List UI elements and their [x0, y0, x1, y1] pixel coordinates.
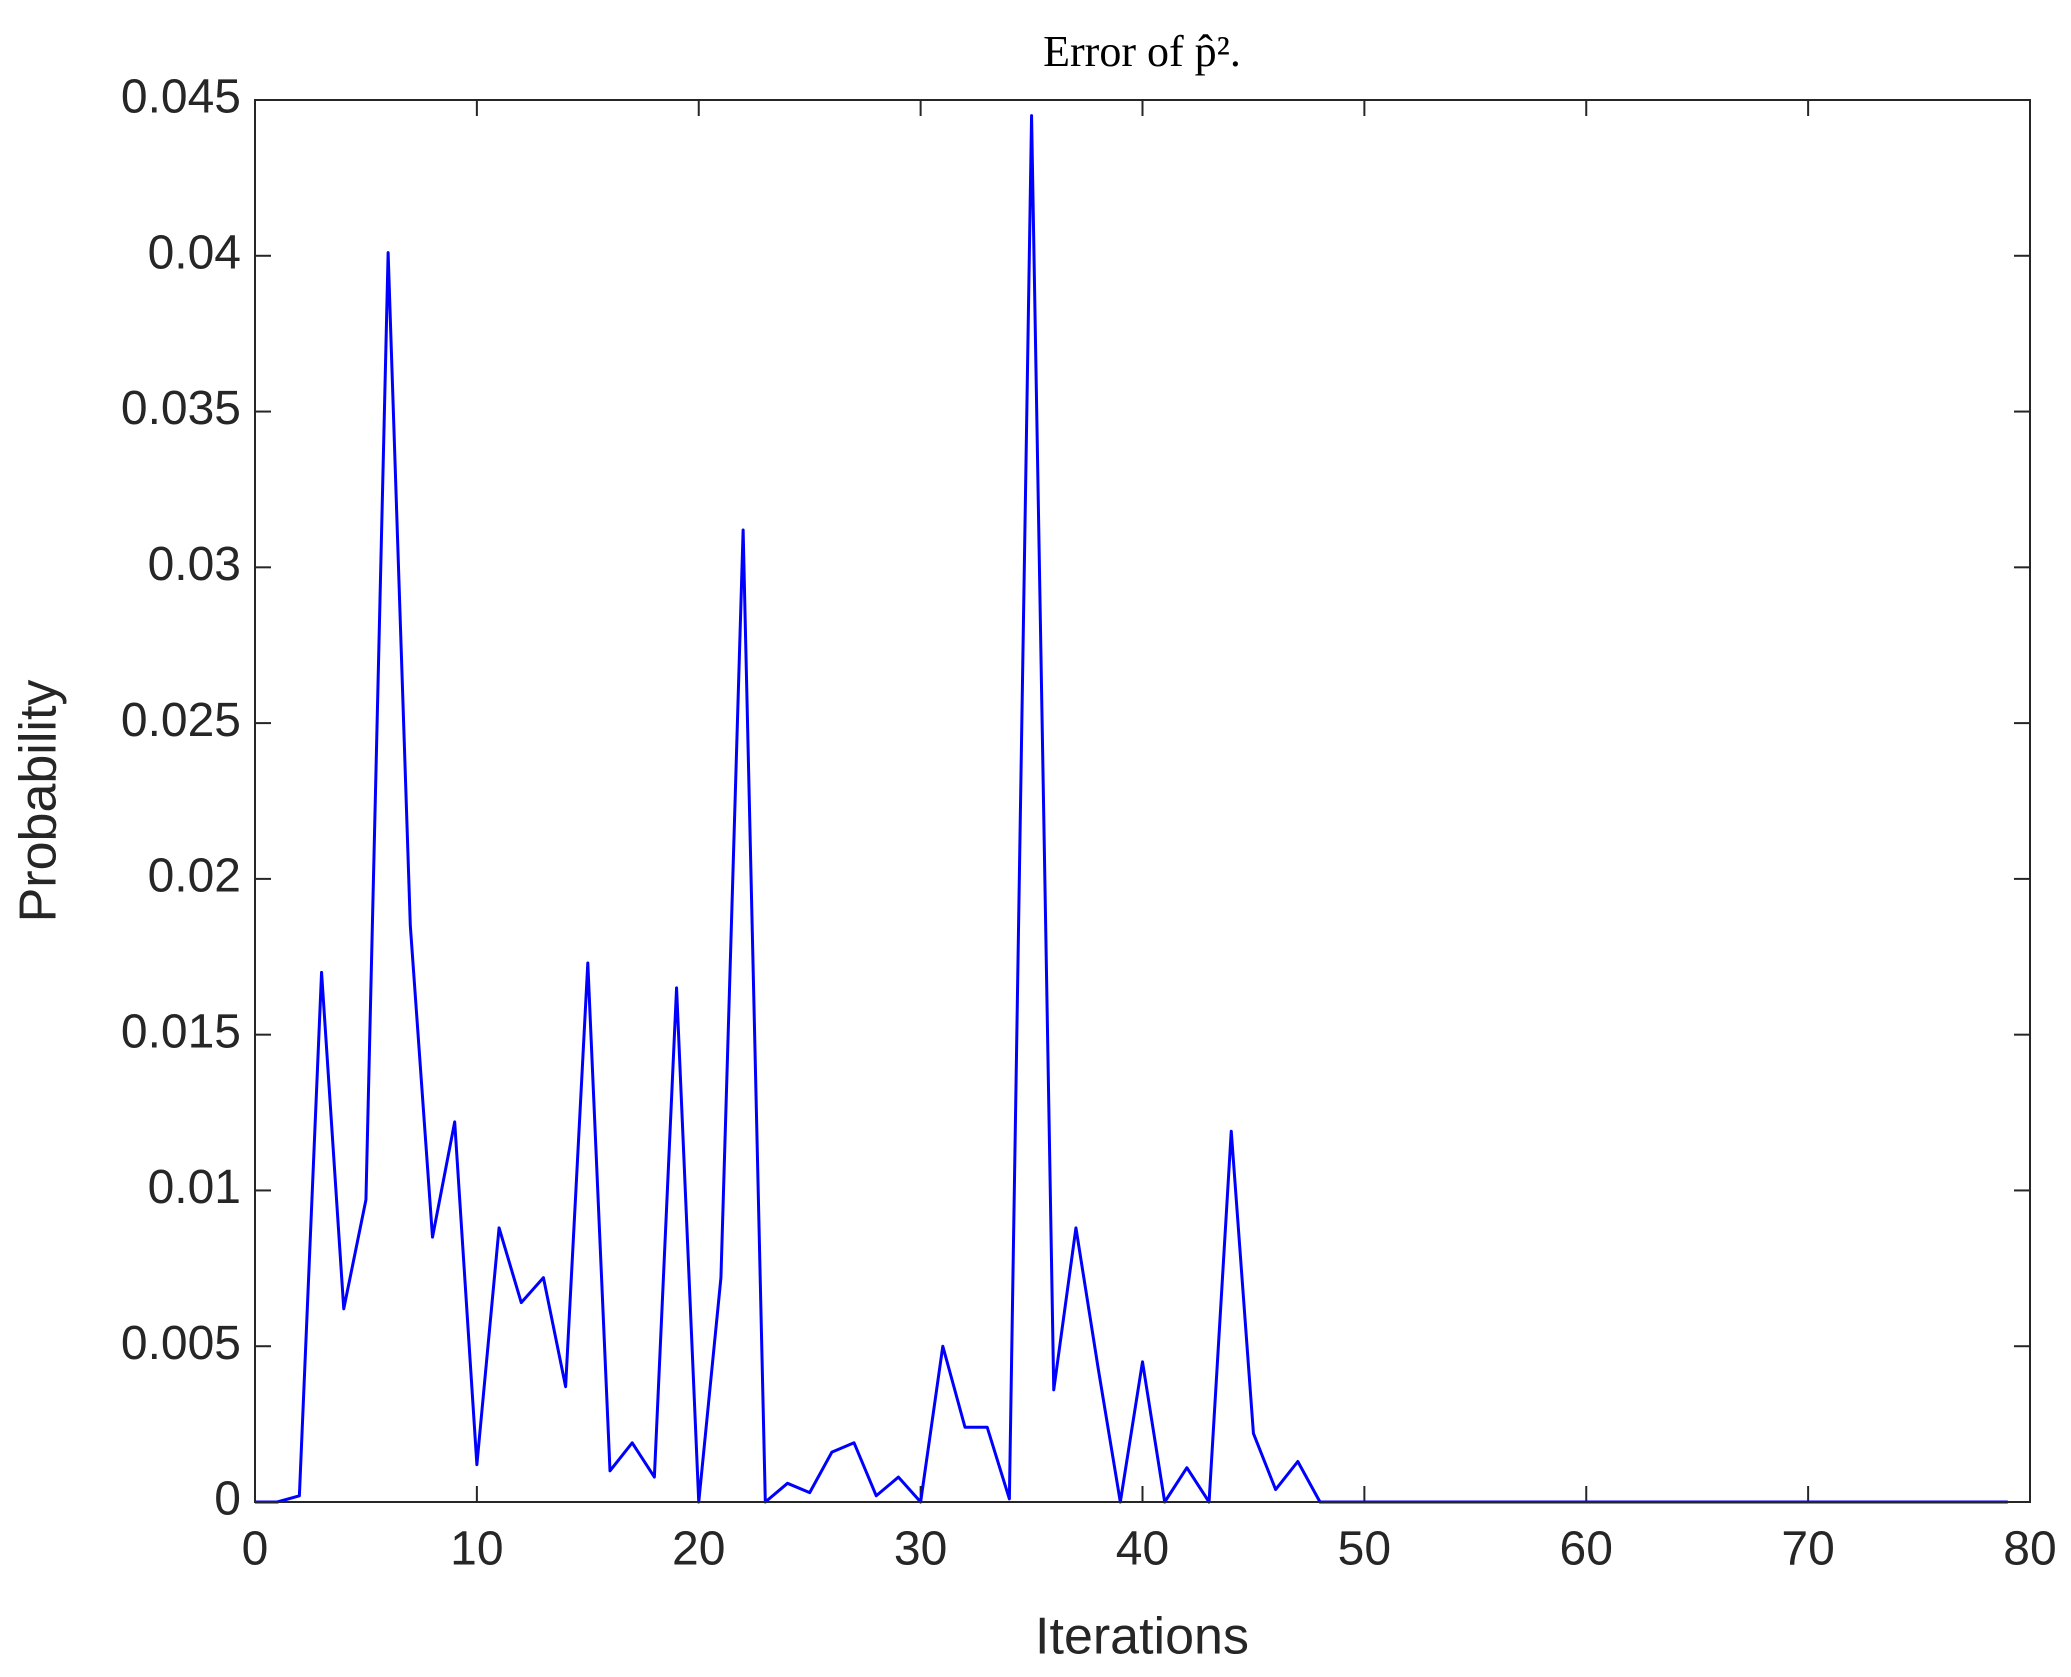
- y-tick-label: 0.035: [121, 382, 241, 435]
- y-tick-label: 0: [214, 1473, 241, 1526]
- x-tick-label: 20: [672, 1523, 725, 1576]
- y-tick-label: 0.04: [148, 226, 241, 279]
- x-axis-label: Iterations: [1035, 1608, 1249, 1666]
- x-tick-label: 10: [450, 1523, 503, 1576]
- x-tick-label: 50: [1338, 1523, 1391, 1576]
- x-tick-label: 80: [2003, 1523, 2056, 1576]
- y-tick-label: 0.045: [121, 71, 241, 124]
- y-tick-label: 0.005: [121, 1317, 241, 1370]
- y-tick-label: 0.015: [121, 1005, 241, 1058]
- x-tick-label: 60: [1560, 1523, 1613, 1576]
- y-tick-label: 0.02: [148, 850, 241, 903]
- y-tick-label: 0.025: [121, 694, 241, 747]
- axes-box: [254, 99, 2031, 1503]
- chart-title: Error of p̂².: [1043, 27, 1241, 76]
- y-axis-label: Probability: [10, 680, 68, 923]
- y-tick-label: 0.03: [148, 538, 241, 591]
- x-tick-label: 40: [1116, 1523, 1169, 1576]
- x-tick-label: 0: [242, 1523, 269, 1576]
- x-tick-label: 70: [1781, 1523, 1834, 1576]
- x-tick-label: 30: [894, 1523, 947, 1576]
- y-tick-label: 0.01: [148, 1161, 241, 1214]
